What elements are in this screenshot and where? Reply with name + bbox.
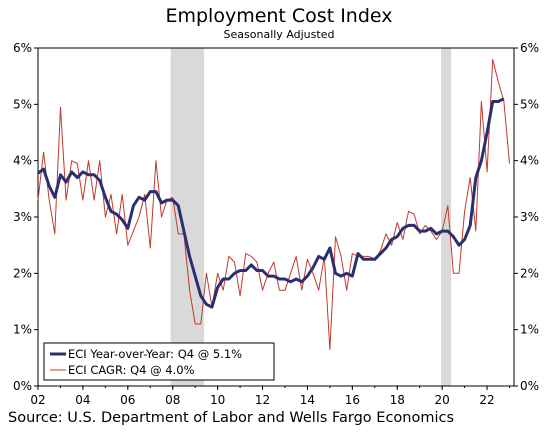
y-axis-ticks: 0% 0% 1% 1% 2% 2% 3% 3% 4% 4% 5% 5% 6% 6%	[13, 41, 539, 393]
recession-band-1	[441, 48, 452, 386]
y-tick-label-right: 5%	[520, 97, 539, 111]
x-tick-label: 10	[210, 393, 225, 407]
y-tick-label-left: 1%	[13, 323, 32, 337]
series-lines	[37, 58, 510, 350]
x-axis-ticks: 02 04 06 08 10 12 14 16 18 20 22	[30, 386, 511, 407]
recession-shading	[170, 48, 452, 386]
y-tick-label-right: 4%	[520, 154, 539, 168]
y-tick-label-left: 2%	[13, 266, 32, 280]
y-tick-label-left: 4%	[13, 154, 32, 168]
x-tick-label: 08	[165, 393, 180, 407]
x-tick-label: 04	[75, 393, 90, 407]
y-tick-label-left: 5%	[13, 97, 32, 111]
x-tick-label: 02	[30, 393, 45, 407]
x-tick-label: 16	[345, 393, 360, 407]
y-tick-label-right: 0%	[520, 379, 539, 393]
y-tick-label-right: 1%	[520, 323, 539, 337]
y-tick-label-right: 3%	[520, 210, 539, 224]
y-tick-label-left: 3%	[13, 210, 32, 224]
x-tick-label: 06	[120, 393, 135, 407]
y-tick-label-right: 2%	[520, 266, 539, 280]
chart-title: Employment Cost Index	[165, 5, 392, 27]
y-tick-label-left: 0%	[13, 379, 32, 393]
x-tick-label: 14	[300, 393, 315, 407]
source-note: Source: U.S. Department of Labor and Wel…	[8, 410, 455, 426]
y-tick-label-right: 6%	[520, 41, 539, 55]
series-line-cagr	[37, 58, 510, 350]
chart-subtitle: Seasonally Adjusted	[224, 28, 335, 41]
legend-label-yoy: ECI Year-over-Year: Q4 @ 5.1%	[68, 347, 242, 361]
x-tick-label: 22	[479, 393, 494, 407]
x-tick-label: 12	[255, 393, 270, 407]
legend-box	[43, 342, 275, 381]
y-tick-label-left: 6%	[13, 41, 32, 55]
x-tick-label: 20	[435, 393, 450, 407]
legend-label-cagr: ECI CAGR: Q4 @ 4.0%	[68, 363, 195, 377]
legend: ECI Year-over-Year: Q4 @ 5.1% ECI CAGR: …	[43, 342, 275, 381]
x-tick-label: 18	[390, 393, 405, 407]
series-line-yoy	[37, 97, 505, 309]
